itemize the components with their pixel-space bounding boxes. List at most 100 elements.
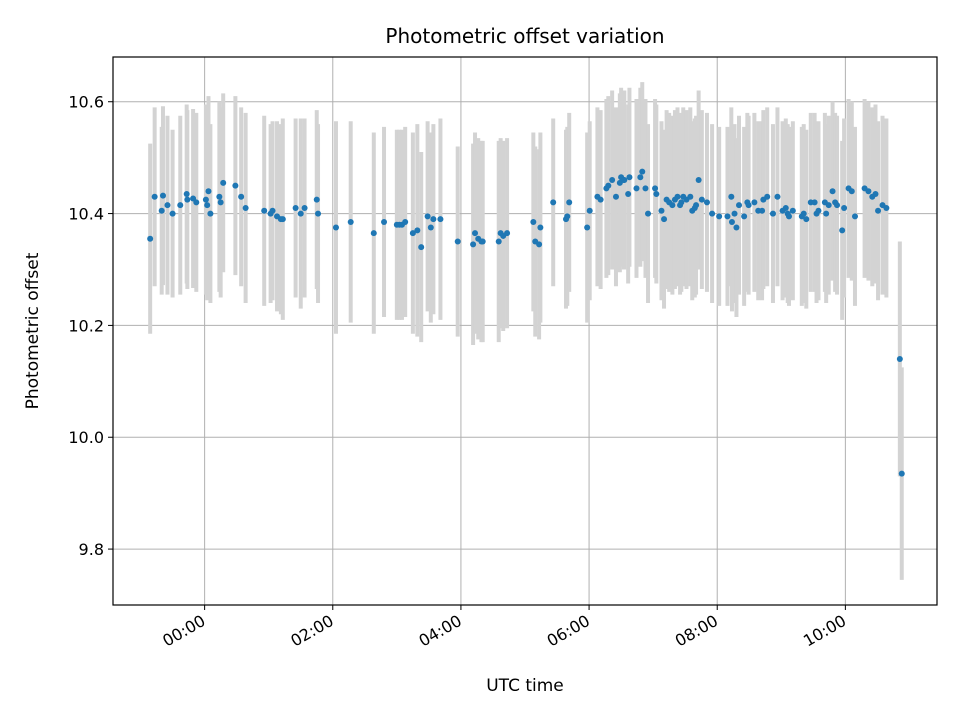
data-point [216, 193, 223, 200]
data-point [495, 238, 502, 245]
data-point [741, 213, 748, 220]
data-point [454, 238, 461, 245]
data-point [537, 224, 544, 231]
data-point [896, 355, 903, 362]
data-point [678, 199, 685, 206]
data-point [147, 235, 154, 242]
data-point [424, 213, 431, 220]
data-point [472, 230, 479, 237]
data-point [800, 210, 807, 217]
data-point [728, 193, 735, 200]
data-point [177, 202, 184, 209]
data-point [789, 207, 796, 214]
data-point [301, 204, 308, 211]
data-point [829, 188, 836, 195]
data-point [414, 227, 421, 234]
data-point [728, 218, 735, 225]
data-point [279, 216, 286, 223]
data-point [764, 193, 771, 200]
data-point [745, 202, 752, 209]
data-point [269, 207, 276, 214]
data-point [698, 196, 705, 203]
data-points [147, 168, 905, 477]
data-point [642, 185, 649, 192]
data-point [769, 210, 776, 217]
data-point [693, 202, 700, 209]
data-point [584, 224, 591, 231]
data-point [193, 199, 200, 206]
data-point [479, 238, 486, 245]
data-point [605, 182, 612, 189]
data-point [774, 193, 781, 200]
data-point [159, 192, 166, 199]
y-tick-label: 10.4 [68, 205, 104, 224]
data-point [220, 179, 227, 186]
data-point [626, 174, 633, 181]
data-point [184, 196, 191, 203]
data-point [430, 216, 437, 223]
data-point [427, 224, 434, 231]
data-point [217, 199, 224, 206]
data-point [751, 199, 758, 206]
data-point [470, 241, 477, 248]
data-point [566, 199, 573, 206]
data-point [504, 230, 511, 237]
data-point [151, 193, 158, 200]
data-point [803, 216, 810, 223]
x-axis-label: UTC time [486, 676, 564, 696]
data-point [347, 218, 354, 225]
data-point [204, 202, 211, 209]
data-point [841, 204, 848, 211]
data-point [716, 213, 723, 220]
data-point [731, 210, 738, 217]
data-point [759, 207, 766, 214]
data-point [418, 244, 425, 251]
data-point [872, 191, 879, 197]
data-point [621, 177, 628, 184]
data-point [409, 230, 416, 237]
data-point [550, 199, 557, 206]
data-point [169, 210, 176, 217]
data-point [815, 207, 822, 214]
y-axis-ticks: 9.8 10.0 10.2 10.4 10.6 [68, 93, 113, 559]
data-point [658, 207, 665, 214]
data-point [612, 193, 619, 200]
data-point [164, 202, 171, 209]
data-point [733, 224, 740, 231]
data-point [530, 218, 537, 225]
data-point [724, 213, 731, 220]
data-point [158, 207, 165, 214]
data-point [851, 213, 858, 220]
data-point [597, 196, 604, 203]
data-point [653, 191, 660, 197]
data-point [381, 218, 388, 225]
data-point [202, 196, 209, 203]
data-point [898, 470, 905, 477]
data-point [875, 207, 882, 214]
data-point [586, 207, 593, 214]
data-point [261, 207, 268, 214]
data-point [564, 213, 571, 220]
data-point [609, 177, 616, 184]
y-tick-label: 9.8 [79, 540, 104, 559]
data-point [823, 210, 830, 217]
data-point [633, 185, 640, 192]
data-point [183, 191, 190, 197]
data-point [687, 193, 694, 200]
data-point [811, 199, 818, 206]
data-point [703, 199, 710, 206]
chart-title: Photometric offset variation [385, 24, 664, 48]
data-point [669, 202, 676, 209]
data-point [232, 182, 239, 189]
data-point [205, 188, 212, 195]
data-point [645, 210, 652, 217]
data-point [536, 241, 543, 248]
data-point [661, 216, 668, 223]
data-point [332, 224, 339, 231]
data-point [625, 191, 632, 197]
y-tick-label: 10.6 [68, 93, 104, 112]
data-point [402, 218, 409, 225]
data-point [637, 174, 644, 181]
